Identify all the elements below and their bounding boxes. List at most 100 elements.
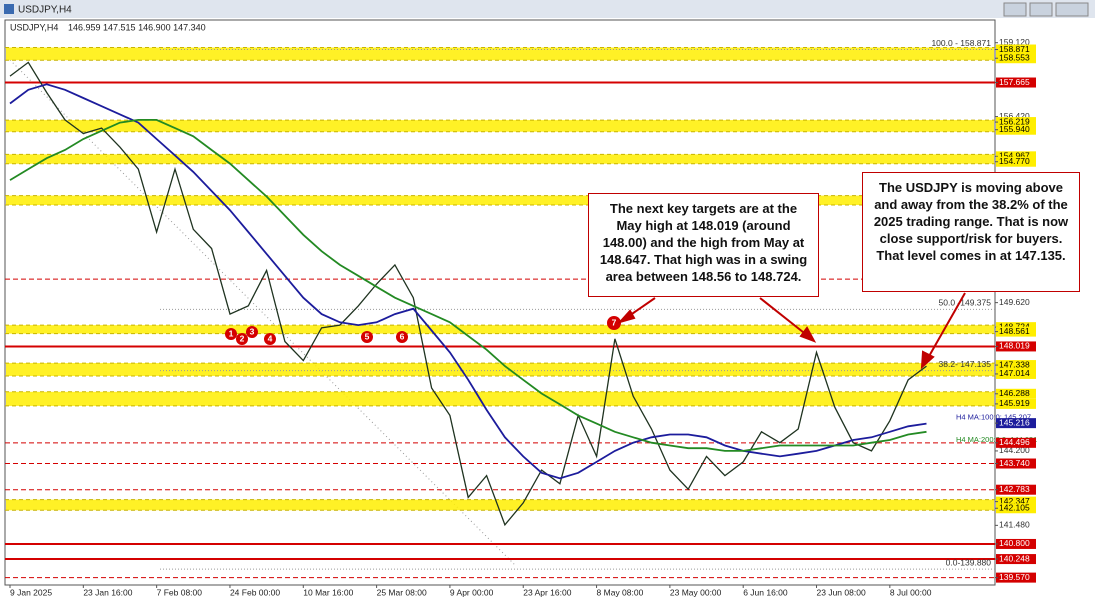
- y-label-box: [996, 297, 1036, 308]
- close-button[interactable]: [1055, 2, 1089, 17]
- series-line: [9, 61, 927, 527]
- y-tick-label: 144.200: [999, 445, 1030, 455]
- y-tick-label: 147.014: [999, 368, 1030, 378]
- chart-subtitle: 146.959 147.515 146.900 147.340: [68, 22, 206, 32]
- marker: [236, 333, 248, 345]
- maximize-button[interactable]: [1029, 2, 1053, 17]
- y-label-box: [996, 572, 1036, 583]
- x-tick-label: 8 Jul 00:00: [890, 587, 932, 597]
- y-tick-label: 148.724: [999, 321, 1030, 331]
- zone: [6, 325, 994, 334]
- arrowhead: [799, 326, 817, 343]
- x-tick-label: 10 Mar 16:00: [303, 587, 353, 597]
- y-label-box: [996, 37, 1036, 48]
- marker: [396, 331, 408, 343]
- window-icon: [4, 4, 14, 14]
- arrowhead: [616, 309, 636, 324]
- y-label-box: [996, 111, 1036, 122]
- marker-label: 1: [229, 328, 234, 338]
- zone: [6, 47, 994, 61]
- fib-label: 100.0 - 158.871: [931, 38, 991, 48]
- fib-label: 0.0-139.880: [946, 557, 992, 567]
- arrow: [759, 297, 809, 337]
- marker: [607, 316, 621, 330]
- y-label-box: [996, 437, 1036, 448]
- y-tick-label: 158.553: [999, 52, 1030, 62]
- chart-title: USDJPY,H4: [10, 22, 58, 32]
- y-tick-label: 154.967: [999, 151, 1030, 161]
- arrows: [616, 292, 966, 370]
- y-tick-label: 144.496: [999, 437, 1030, 447]
- x-tick-label: 9 Apr 00:00: [450, 587, 494, 597]
- y-tick-label: 145.216: [999, 417, 1030, 427]
- zone: [6, 363, 994, 376]
- plot-area: [4, 19, 996, 586]
- zone: [6, 195, 994, 206]
- y-tick-label: 157.665: [999, 77, 1030, 87]
- x-tick-label: 6 Jun 16:00: [743, 587, 788, 597]
- y-label-box: [996, 484, 1036, 495]
- y-label-box: [996, 538, 1036, 549]
- y-label-box: [996, 418, 1036, 429]
- x-tick-label: 23 May 00:00: [670, 587, 722, 597]
- window-title: USDJPY,H4: [18, 5, 72, 16]
- marker: [264, 333, 276, 345]
- zone: [6, 391, 994, 406]
- y-label-box: [996, 496, 1036, 507]
- marker-label: 5: [365, 331, 370, 341]
- arrow: [927, 292, 966, 359]
- annotation: The next key targets are at the May high…: [588, 193, 819, 297]
- y-label-box: [996, 398, 1036, 409]
- x-tick-label: 9 Jan 2025: [10, 587, 52, 597]
- fib-label: 50.0 -149.375: [939, 298, 992, 308]
- series-line: [9, 119, 927, 452]
- y-tick-label: 156.420: [999, 111, 1030, 121]
- zone: [6, 499, 994, 511]
- marker-label: 6: [400, 331, 405, 341]
- arrowhead: [920, 350, 935, 370]
- y-label-box: [996, 77, 1036, 88]
- y-label-box: [996, 554, 1036, 565]
- y-label-box: [996, 368, 1036, 379]
- y-label-box: [996, 53, 1036, 64]
- x-tick-label: 7 Feb 08:00: [157, 587, 203, 597]
- marker-label: 4: [268, 333, 273, 343]
- y-tick-label: 143.740: [999, 458, 1030, 468]
- x-tick-label: 24 Feb 00:00: [230, 587, 280, 597]
- y-label-box: [996, 388, 1036, 399]
- y-label-box: [996, 341, 1036, 352]
- y-tick-label: 147.338: [999, 359, 1030, 369]
- x-tick-label: 23 Jun 08:00: [817, 587, 866, 597]
- minimize-button[interactable]: [1003, 2, 1027, 17]
- y-label-box: [996, 117, 1036, 128]
- x-tick-label: 23 Apr 16:00: [523, 587, 571, 597]
- y-tick-label: 146.288: [999, 388, 1030, 398]
- y-tick-label: 159.120: [999, 37, 1030, 47]
- y-label-box: [996, 458, 1036, 469]
- y-tick-label: 141.480: [999, 520, 1030, 530]
- y-tick-label: 154.770: [999, 156, 1030, 166]
- y-label-box: [996, 503, 1036, 514]
- y-tick-label: 149.620: [999, 297, 1030, 307]
- y-label-box: [996, 151, 1036, 162]
- zone: [6, 120, 994, 132]
- marker: [361, 331, 373, 343]
- series-line: [9, 83, 927, 480]
- y-tick-label: 158.871: [999, 44, 1030, 54]
- y-tick-label: 139.570: [999, 572, 1030, 582]
- y-label-box: [996, 44, 1036, 55]
- x-tick-label: 8 May 08:00: [597, 587, 644, 597]
- marker: [225, 328, 237, 340]
- marker-label: 3: [250, 326, 255, 336]
- x-tick-label: 25 Mar 08:00: [377, 587, 427, 597]
- marker: [246, 326, 258, 338]
- y-label-box: [996, 445, 1036, 456]
- y-tick-label: 140.800: [999, 538, 1030, 548]
- y-tick-label: 145.919: [999, 398, 1030, 408]
- y-label-box: [996, 360, 1036, 371]
- y-label-box: [996, 156, 1036, 167]
- marker-label: 2: [240, 333, 245, 343]
- y-tick-label: 148.019: [999, 341, 1030, 351]
